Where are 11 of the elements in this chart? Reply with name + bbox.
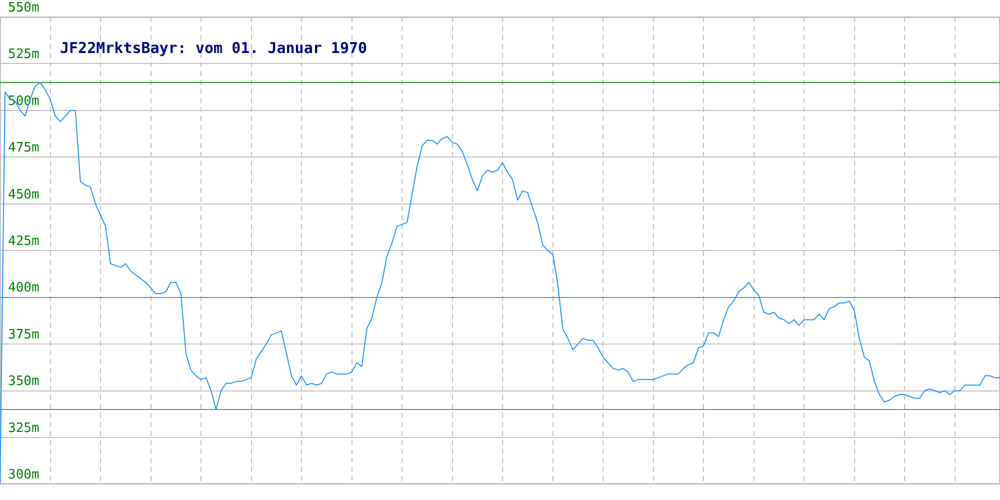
y-tick-label: 425m (8, 234, 40, 249)
y-tick-label: 350m (8, 374, 40, 390)
y-tick-label: 475m (8, 140, 40, 156)
y-tick-label: 300m (8, 468, 40, 483)
y-tick-label: 450m (8, 187, 40, 202)
y-tick-label: 375m (8, 327, 40, 342)
y-tick-label: 550m (8, 0, 40, 16)
text: JF22MrktsBayr: vom 01. Januar 1970 (60, 38, 368, 57)
y-tick-label: 525m (8, 47, 40, 62)
y-tick-label: 325m (8, 420, 40, 436)
y-tick-label: 400m (8, 280, 40, 296)
